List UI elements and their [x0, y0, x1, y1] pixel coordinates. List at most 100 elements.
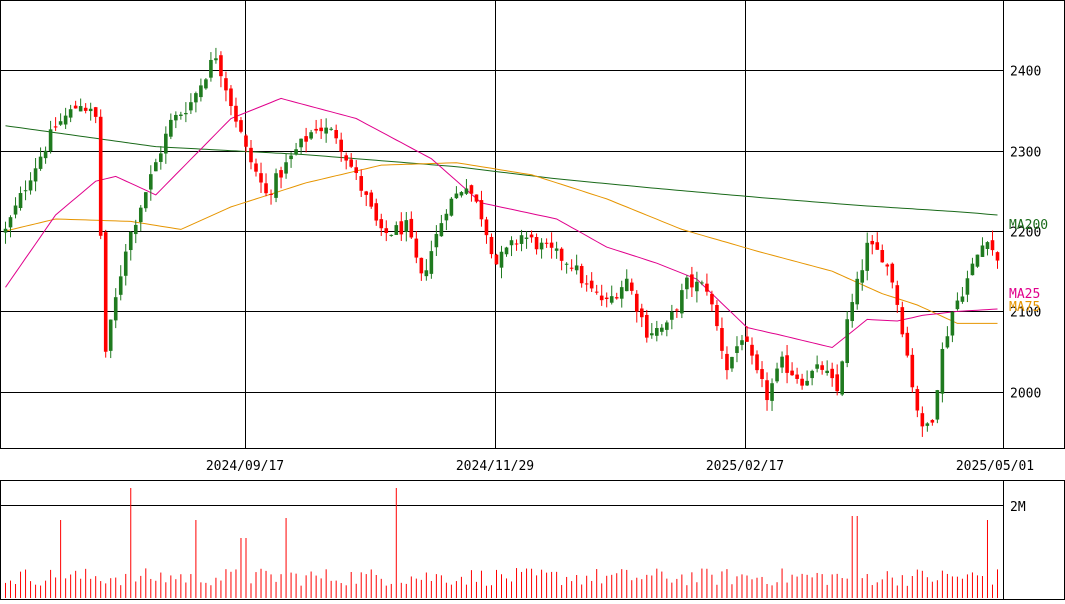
candle-up — [28, 180, 33, 191]
candle-down — [354, 167, 359, 173]
candle-up — [138, 207, 143, 223]
candle-down — [239, 120, 243, 132]
candle-down — [469, 185, 474, 194]
candle-up — [940, 348, 945, 394]
candle-down — [349, 159, 354, 167]
candle-up — [504, 247, 509, 255]
candle-down — [930, 420, 935, 423]
candle-up — [539, 242, 544, 250]
candle-up — [459, 192, 464, 196]
candle-down — [224, 78, 228, 91]
candle-down — [790, 370, 794, 376]
candle-up — [289, 155, 293, 160]
candle-up — [970, 263, 975, 276]
candle-up — [554, 248, 559, 251]
candle-down — [634, 293, 639, 312]
candle-down — [885, 264, 890, 267]
candle-down — [785, 355, 789, 373]
candle-up — [865, 242, 870, 271]
candle-up — [294, 149, 298, 155]
candle-up — [404, 220, 409, 233]
candle-down — [910, 354, 915, 388]
candle-down — [83, 107, 88, 111]
candle-down — [589, 280, 594, 289]
candle-up — [179, 114, 183, 116]
candle-down — [279, 170, 283, 178]
candle-down — [995, 252, 1000, 261]
candle-down — [639, 308, 644, 318]
candle-down — [549, 242, 554, 248]
candle-down — [409, 218, 414, 238]
candle-down — [489, 236, 494, 255]
candle-down — [339, 139, 343, 152]
candle-down — [479, 200, 484, 220]
candle-up — [13, 205, 18, 215]
candle-up — [680, 290, 684, 314]
candle-up — [3, 228, 8, 233]
candle-down — [890, 263, 895, 283]
candle-up — [955, 300, 960, 310]
candle-down — [98, 116, 103, 236]
candle-up — [154, 162, 158, 172]
candle-up — [775, 368, 779, 382]
candle-down — [690, 274, 694, 288]
ma-line-ma25 — [5, 97, 998, 349]
candle-down — [614, 297, 619, 299]
candle-up — [805, 380, 809, 386]
volume-layer — [5, 488, 998, 598]
candle-down — [594, 291, 599, 293]
price-tick-label: 2300 — [1010, 146, 1041, 161]
candle-up — [740, 340, 744, 345]
candle-up — [825, 370, 829, 374]
candle-down — [259, 173, 263, 183]
candle-down — [745, 336, 749, 342]
candle-down — [364, 191, 369, 195]
candle-down — [219, 55, 223, 77]
candle-down — [264, 183, 268, 194]
candle-down — [314, 128, 318, 131]
candle-up — [324, 127, 328, 134]
candle-down — [514, 243, 519, 245]
candle-up — [810, 370, 814, 379]
candle-down — [629, 282, 634, 291]
candle-down — [915, 389, 920, 411]
candle-up — [685, 277, 689, 290]
label-layer: 2000 2100 2200 2300 2400 2024/09/17 2024/11/29… — [206, 65, 1048, 516]
candle-down — [93, 107, 98, 117]
candle-down — [820, 365, 824, 370]
candle-down — [544, 242, 549, 244]
candle-up — [329, 128, 333, 130]
candle-down — [579, 266, 584, 284]
candle-up — [444, 213, 449, 221]
candle-up — [960, 296, 965, 302]
candle-down — [569, 267, 574, 269]
candle-up — [815, 364, 819, 369]
candle-down — [379, 219, 384, 229]
moving-average-layer — [5, 97, 998, 349]
candle-up — [88, 108, 93, 112]
candle-down — [334, 129, 338, 139]
candle-down — [644, 314, 649, 338]
candle-down — [103, 232, 108, 352]
date-tick-label: 2025/02/17 — [706, 459, 784, 474]
candle-down — [715, 305, 719, 327]
candle-down — [905, 332, 910, 356]
candle-up — [945, 336, 950, 348]
candle-down — [675, 309, 679, 311]
candle-down — [920, 413, 925, 427]
candle-down — [870, 240, 875, 245]
candle-up — [8, 217, 13, 228]
candle-up — [284, 162, 288, 174]
candle-up — [78, 106, 83, 112]
candle-down — [414, 238, 419, 258]
candle-up — [660, 327, 664, 332]
candle-up — [209, 59, 213, 78]
candle-up — [113, 297, 118, 321]
candle-up — [925, 423, 930, 426]
candle-down — [895, 285, 900, 305]
candle-down — [384, 228, 389, 234]
ma-line-ma200 — [5, 125, 998, 216]
legend-ma25: MA25 — [1009, 287, 1040, 302]
candle-up — [159, 153, 163, 162]
